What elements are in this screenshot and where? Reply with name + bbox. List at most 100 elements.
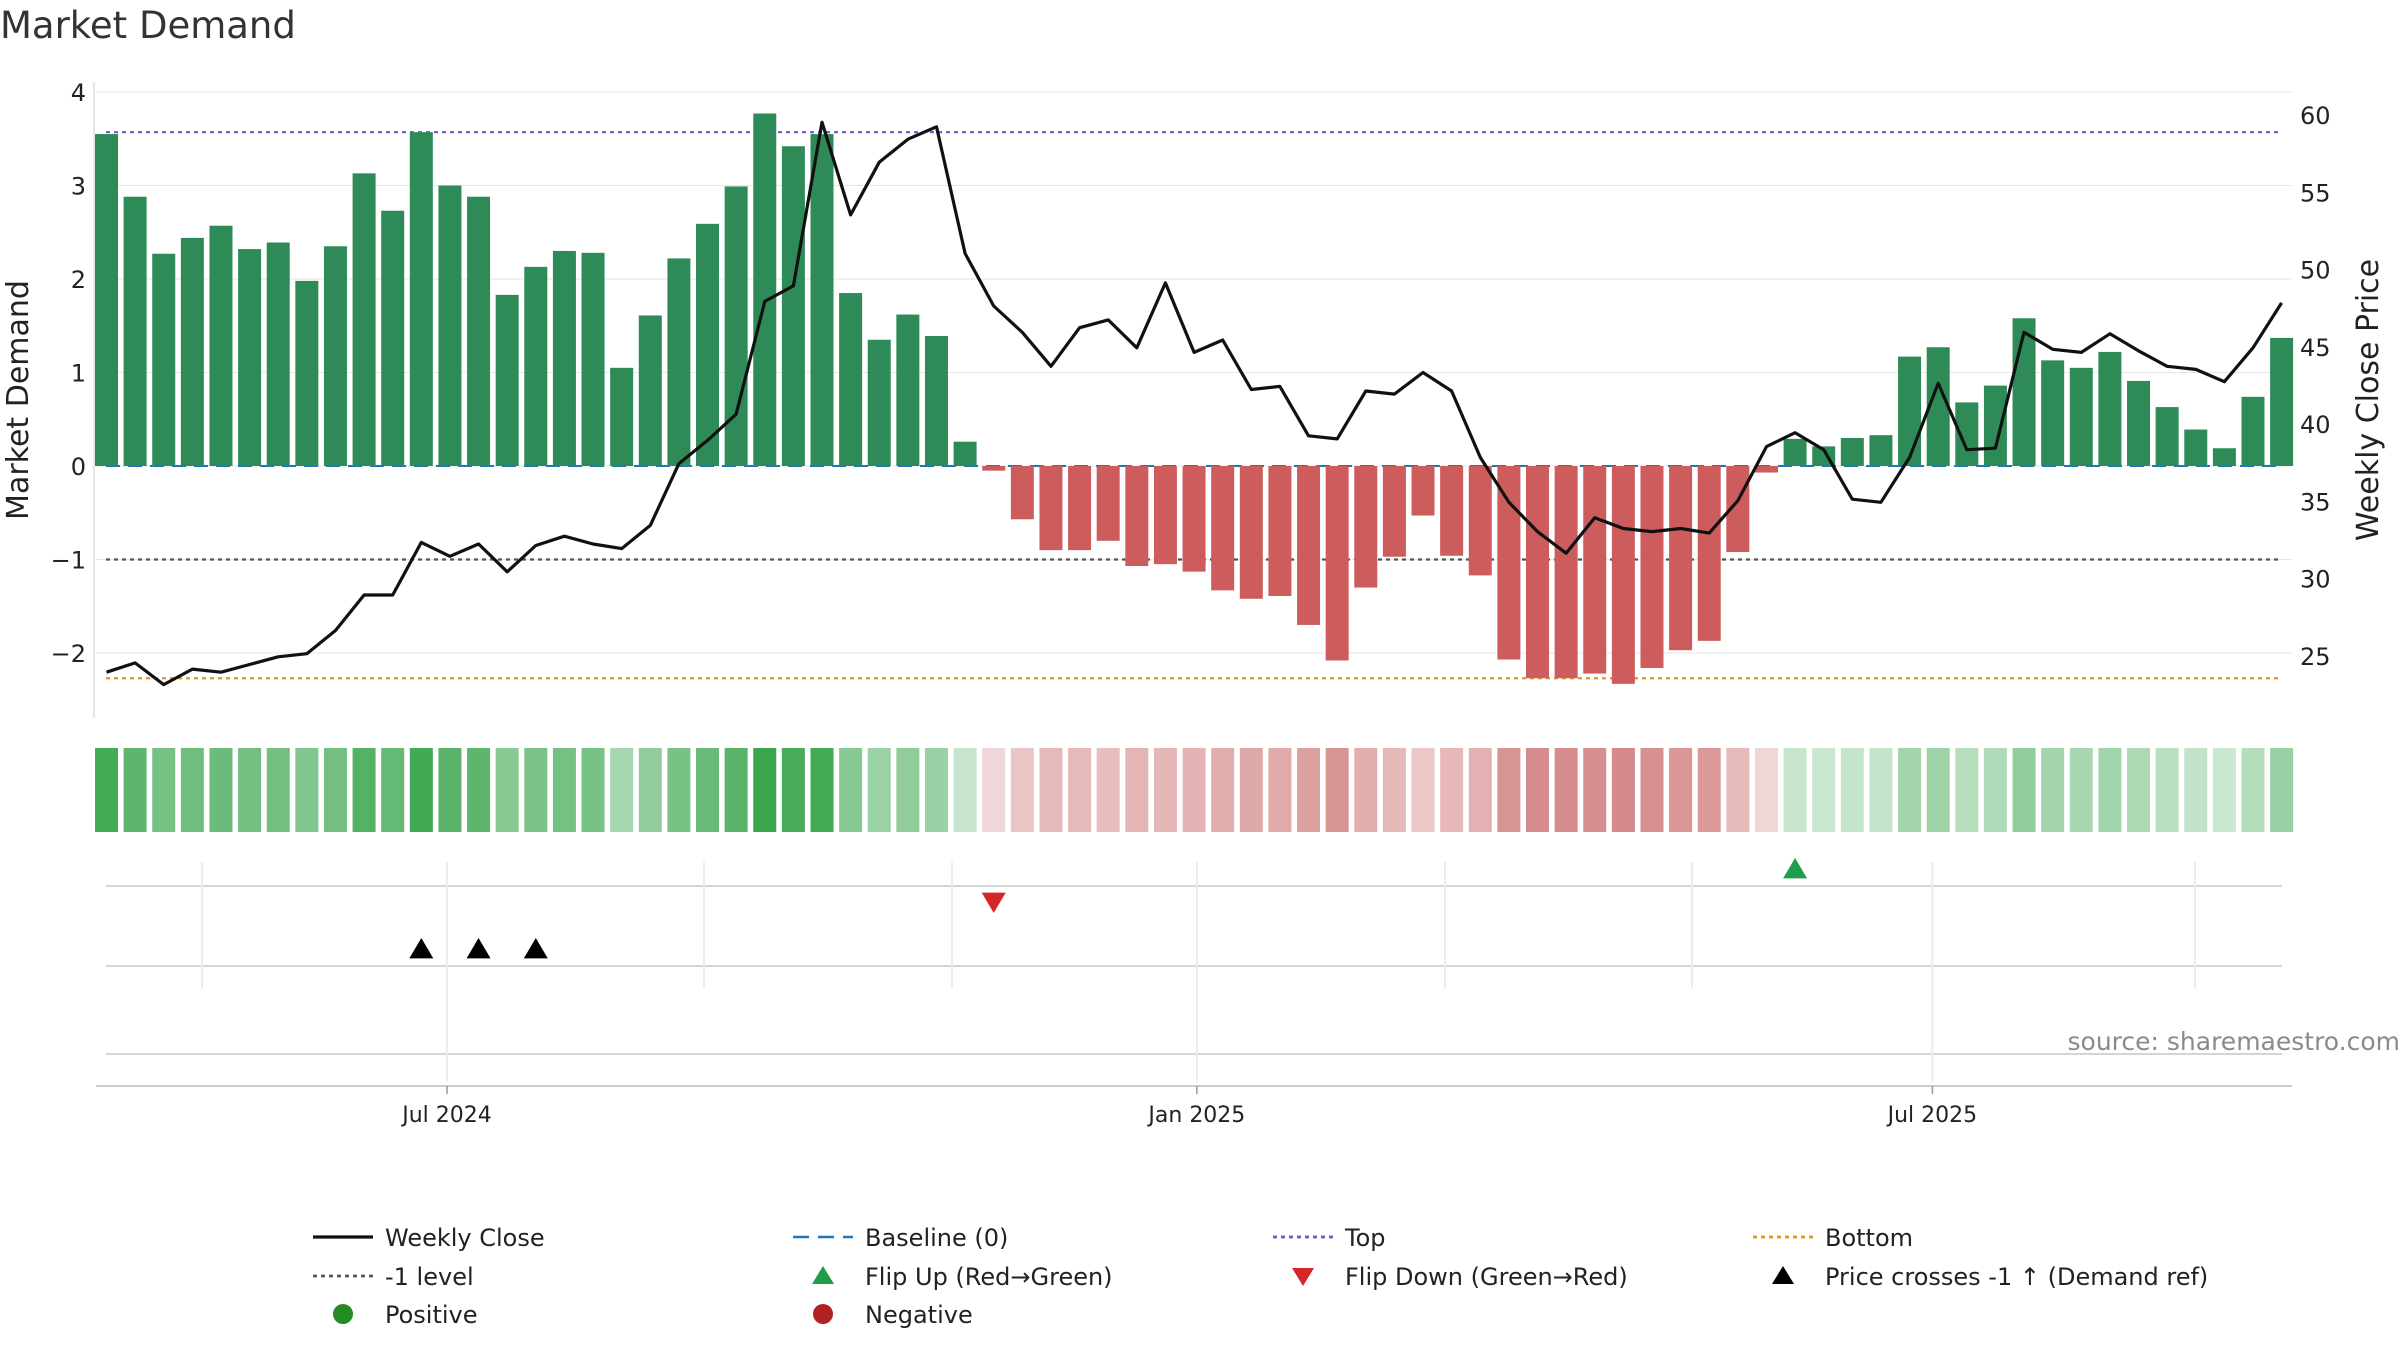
demand-bar <box>1239 466 1263 599</box>
demand-bar <box>238 249 262 466</box>
y-tick-label: −2 <box>51 640 86 668</box>
heat-cell <box>1840 748 1864 832</box>
heat-cell <box>1382 748 1406 832</box>
y2-tick-label: 25 <box>2300 643 2331 671</box>
demand-bar <box>867 339 891 466</box>
heat-cell <box>1325 748 1349 832</box>
demand-bar <box>2241 396 2265 466</box>
heat-cell <box>152 748 176 832</box>
demand-bar <box>209 225 233 466</box>
demand-heat-strip <box>95 748 2294 832</box>
y-tick-label: 0 <box>71 453 86 481</box>
demand-bar <box>123 196 147 466</box>
heat-cell <box>696 748 720 832</box>
legend-label: Negative <box>865 1301 973 1329</box>
demand-bar <box>352 173 376 466</box>
demand-bar <box>1182 466 1206 572</box>
heat-cell <box>1611 748 1635 832</box>
heat-cell <box>1898 748 1922 832</box>
heat-cell <box>1411 748 1435 832</box>
heat-cell <box>753 748 777 832</box>
heat-cell <box>1182 748 1206 832</box>
heat-cell <box>1955 748 1979 832</box>
y-tick-label: −1 <box>51 547 86 575</box>
legend-label: -1 level <box>385 1263 474 1291</box>
demand-bar <box>152 253 176 466</box>
heat-cell <box>867 748 891 832</box>
legend-marker-triangle-up <box>1772 1266 1794 1284</box>
heat-cell <box>238 748 262 832</box>
demand-bar <box>1125 466 1149 567</box>
heat-cell <box>1754 748 1778 832</box>
y-tick-label: 1 <box>71 360 86 388</box>
demand-bar <box>495 294 519 466</box>
heat-cell <box>409 748 433 832</box>
demand-bar <box>696 223 720 466</box>
heat-cell <box>2241 748 2265 832</box>
demand-bar <box>781 146 805 467</box>
heat-cell <box>1268 748 1292 832</box>
flip-up-marker <box>1783 858 1808 879</box>
heat-cell <box>924 748 948 832</box>
y2-axis-title: Weekly Close Price <box>2351 259 2386 541</box>
demand-bar <box>438 185 462 466</box>
demand-bar <box>1983 385 2007 466</box>
x-axis: Jul 2024 Jan 2025 Jul 2025 <box>96 1085 2292 1128</box>
demand-bar <box>1010 466 1034 520</box>
demand-bar <box>323 246 347 466</box>
flip-down-marker <box>981 892 1006 913</box>
demand-bar <box>924 336 948 466</box>
y-axis-title: Market Demand <box>1 280 36 520</box>
y2-tick-label: 45 <box>2300 334 2331 362</box>
heat-cell <box>638 748 662 832</box>
demand-bar <box>180 237 204 466</box>
heat-cell <box>2184 748 2208 832</box>
demand-bar <box>1697 466 1721 641</box>
demand-bar <box>1468 466 1492 576</box>
heat-cell <box>266 748 290 832</box>
heat-cell <box>1926 748 1950 832</box>
chart-title: Market Demand <box>0 4 296 47</box>
heat-cell <box>1526 748 1549 832</box>
demand-bar <box>810 134 834 466</box>
demand-bar <box>982 466 1006 471</box>
heat-cell <box>810 748 834 832</box>
demand-bar <box>95 134 118 466</box>
y2-tick-label: 55 <box>2300 179 2331 207</box>
heat-cell <box>1440 748 1464 832</box>
legend-label: Weekly Close <box>385 1224 545 1252</box>
heat-cell <box>495 748 519 832</box>
demand-bar <box>552 250 576 466</box>
heat-cell <box>123 748 147 832</box>
legend-label: Positive <box>385 1301 478 1329</box>
heat-cell <box>1010 748 1034 832</box>
demand-bar <box>667 258 691 466</box>
event-markers <box>106 858 2282 1082</box>
demand-bar <box>381 210 405 466</box>
legend-marker-circle <box>333 1304 353 1324</box>
heat-cell <box>524 748 548 832</box>
demand-bar <box>1898 356 1922 466</box>
demand-bar <box>1754 466 1778 473</box>
legend-label: Bottom <box>1825 1224 1913 1252</box>
price-cross-marker <box>523 938 548 959</box>
demand-bar <box>896 314 920 466</box>
heat-cell <box>467 748 491 832</box>
heat-cell <box>610 748 634 832</box>
demand-bar <box>1926 347 1950 466</box>
legend-label: Top <box>1344 1224 1386 1252</box>
demand-bar <box>1068 466 1092 551</box>
heat-cell <box>95 748 118 832</box>
axes: −2 −1 0 1 2 3 4 25 30 35 40 45 50 55 60 Market Demand We… <box>1 79 2386 718</box>
heat-cell <box>1239 748 1263 832</box>
demand-bar <box>409 132 433 466</box>
heat-cell <box>724 748 748 832</box>
heat-cell <box>1297 748 1321 832</box>
price-layer <box>106 120 2283 687</box>
heat-cell <box>1726 748 1750 832</box>
demand-bar <box>638 315 662 466</box>
heat-cell <box>1211 748 1235 832</box>
y-tick-label: 4 <box>71 79 86 107</box>
heat-cell <box>781 748 805 832</box>
